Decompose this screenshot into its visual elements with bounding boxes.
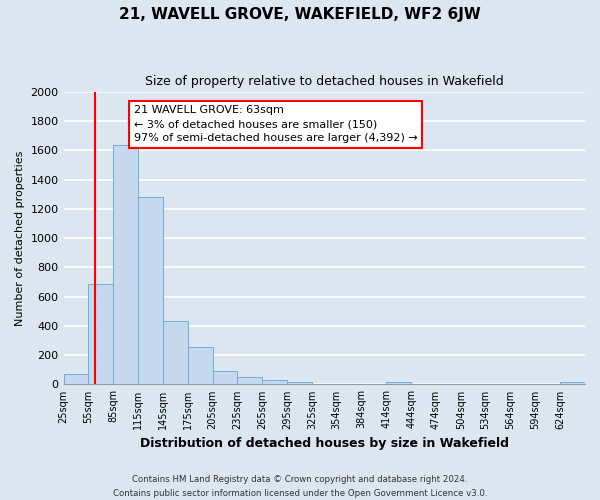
Bar [287, 382, 312, 384]
Bar [262, 380, 287, 384]
Y-axis label: Number of detached properties: Number of detached properties [15, 150, 25, 326]
Bar [88, 284, 113, 384]
Text: 21, WAVELL GROVE, WAKEFIELD, WF2 6JW: 21, WAVELL GROVE, WAKEFIELD, WF2 6JW [119, 8, 481, 22]
Bar [212, 372, 238, 384]
Text: 21 WAVELL GROVE: 63sqm
← 3% of detached houses are smaller (150)
97% of semi-det: 21 WAVELL GROVE: 63sqm ← 3% of detached … [134, 105, 418, 143]
Bar [113, 146, 138, 384]
X-axis label: Distribution of detached houses by size in Wakefield: Distribution of detached houses by size … [140, 437, 509, 450]
Text: Contains HM Land Registry data © Crown copyright and database right 2024.
Contai: Contains HM Land Registry data © Crown c… [113, 476, 487, 498]
Bar [163, 321, 188, 384]
Bar [188, 347, 212, 385]
Bar [238, 377, 262, 384]
Bar [386, 382, 411, 384]
Bar [138, 196, 163, 384]
Title: Size of property relative to detached houses in Wakefield: Size of property relative to detached ho… [145, 75, 503, 88]
Bar [64, 374, 88, 384]
Bar [560, 382, 585, 384]
